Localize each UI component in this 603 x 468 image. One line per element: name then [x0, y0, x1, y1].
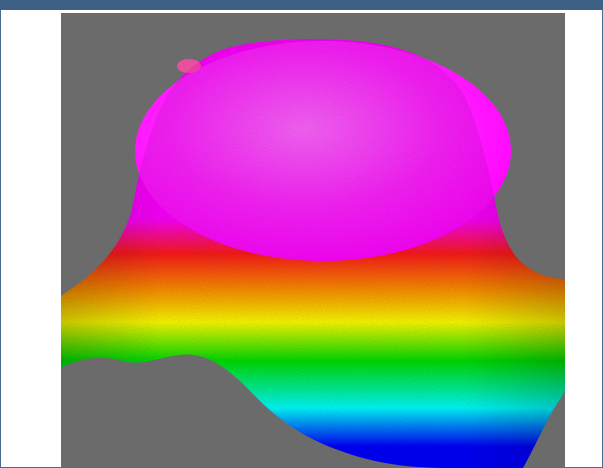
surface-render: [61, 39, 565, 468]
surface-render-viewport: [61, 13, 565, 468]
top-bar: [0, 0, 603, 10]
surface-grain: [61, 39, 565, 468]
